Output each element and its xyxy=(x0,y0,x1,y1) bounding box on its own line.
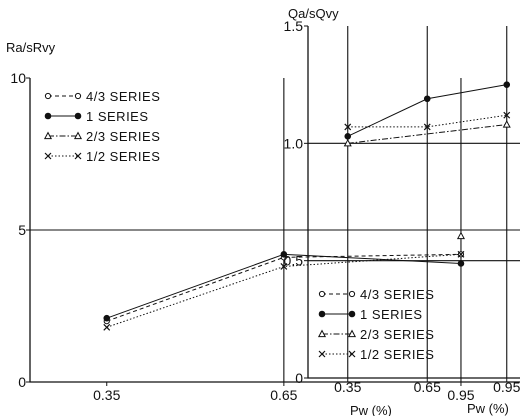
legend-entry-label: 1 SERIES xyxy=(360,307,423,322)
legend-entry-label: 4/3 SERIES xyxy=(86,89,160,104)
y-tick-label: 10 xyxy=(10,70,26,86)
series-3 xyxy=(343,120,511,147)
x-tick-label: 0.65 xyxy=(270,387,297,403)
data-point xyxy=(457,250,465,258)
y-axis-label: Qa/sQvy xyxy=(288,6,339,21)
data-point xyxy=(280,251,288,258)
legend-marker xyxy=(348,350,356,358)
data-point xyxy=(103,323,111,331)
legend-entry-label: 1 SERIES xyxy=(86,109,149,124)
series-line xyxy=(347,124,507,144)
y-axis-label: Ra/sRvy xyxy=(6,40,56,55)
legend-marker xyxy=(44,112,52,120)
legend-marker xyxy=(347,329,357,338)
data-point xyxy=(343,138,352,147)
legend-marker xyxy=(44,152,52,160)
legend-marker xyxy=(73,131,83,140)
x-tick-label: 0.35 xyxy=(334,379,361,395)
legend-marker xyxy=(74,152,82,160)
x-tick-label: 0.65 xyxy=(414,379,441,395)
legend-entry-label: 1/2 SERIES xyxy=(86,149,160,164)
legend-marker xyxy=(318,350,326,358)
series-3 xyxy=(456,231,465,240)
y-tick-label: 5 xyxy=(18,222,26,238)
legend-marker xyxy=(74,92,82,100)
data-point xyxy=(503,81,511,88)
legend-entry-label: 2/3 SERIES xyxy=(86,129,160,144)
series-line xyxy=(347,114,507,128)
data-point xyxy=(280,263,288,270)
legend-entry-label: 2/3 SERIES xyxy=(360,327,434,342)
series-2 xyxy=(344,81,511,140)
data-point xyxy=(103,314,111,322)
chart-panel-2: 0 0.5 1.0 1.5 0.35 0.65 0.95 Qa/sQvy Pw (%) 4/3 S… xyxy=(284,6,520,416)
legend-entry-label: 1/2 SERIES xyxy=(360,347,434,362)
data-point xyxy=(457,260,465,267)
data-point xyxy=(423,95,431,103)
y-tick-label: 1.5 xyxy=(284,18,304,34)
data-point xyxy=(423,123,431,131)
data-point xyxy=(456,231,465,240)
legend-marker xyxy=(74,112,82,120)
series-4 xyxy=(344,111,511,131)
legend-marker xyxy=(318,290,326,298)
data-point xyxy=(502,120,511,128)
legend-entry-label: 4/3 SERIES xyxy=(360,287,434,302)
y-tick-label: 1.0 xyxy=(284,135,304,151)
data-point xyxy=(344,123,352,131)
y-tick-label: 0 xyxy=(18,374,26,390)
series-4 xyxy=(103,250,465,331)
legend-marker xyxy=(44,92,52,100)
legend: 4/3 SERIES 1 SERIES 2/3 SERIES 1/2 SERIES xyxy=(43,89,160,164)
data-point xyxy=(344,132,352,140)
x-axis-label: Pw (%) xyxy=(467,401,509,416)
legend: 4/3 SERIES 1 SERIES 2/3 SERIES 1/2 SERIES xyxy=(317,287,434,362)
y-tick-label: 0.5 xyxy=(284,253,304,269)
legend-marker xyxy=(348,290,356,298)
y-tick-label: 0 xyxy=(295,370,303,386)
x-tick-label: 0.95 xyxy=(493,379,520,395)
x-tick-label: 0.95 xyxy=(447,387,474,403)
legend-marker xyxy=(348,310,356,318)
axis-frame xyxy=(307,26,520,379)
legend-marker xyxy=(318,310,326,318)
series-line xyxy=(106,253,461,328)
x-tick-label: 0.35 xyxy=(93,387,120,403)
legend-marker xyxy=(43,131,53,140)
data-point xyxy=(503,111,511,119)
x-axis-label: Pw (%) xyxy=(350,403,392,416)
legend-marker xyxy=(317,329,327,338)
